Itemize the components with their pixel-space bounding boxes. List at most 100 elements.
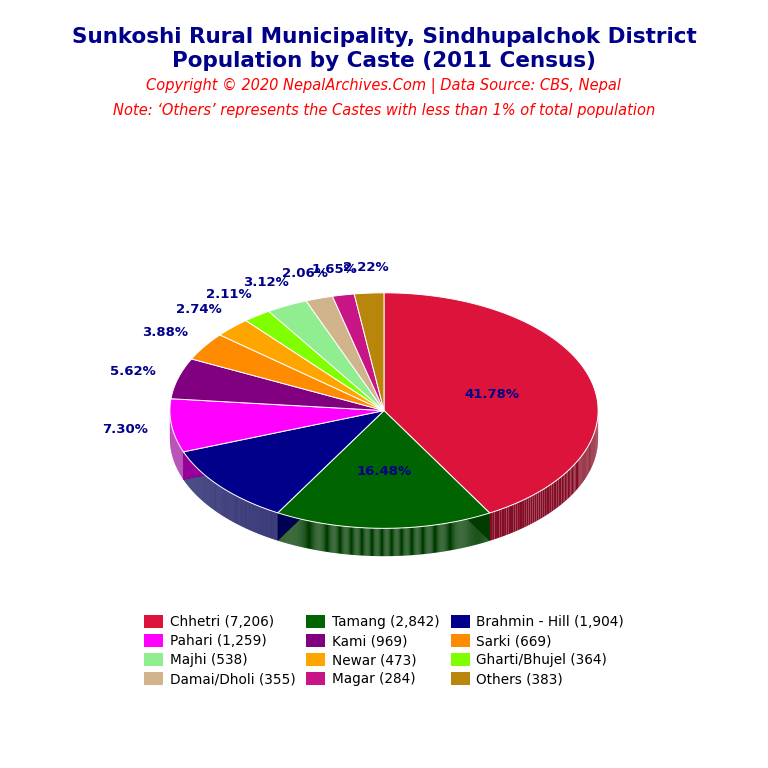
Polygon shape [307, 521, 308, 548]
Polygon shape [391, 528, 392, 556]
Polygon shape [400, 528, 401, 556]
Polygon shape [574, 463, 576, 492]
Polygon shape [586, 449, 587, 478]
Polygon shape [542, 488, 545, 518]
Polygon shape [191, 335, 384, 411]
Polygon shape [285, 515, 286, 543]
Polygon shape [526, 498, 528, 526]
Polygon shape [326, 524, 327, 552]
Polygon shape [419, 527, 420, 554]
Polygon shape [306, 520, 307, 548]
Polygon shape [482, 515, 483, 543]
Polygon shape [278, 411, 384, 541]
Polygon shape [578, 458, 579, 488]
Polygon shape [506, 506, 508, 535]
Polygon shape [384, 528, 386, 556]
Polygon shape [545, 488, 546, 516]
Polygon shape [413, 527, 414, 555]
Polygon shape [431, 525, 432, 553]
Polygon shape [409, 528, 410, 555]
Polygon shape [490, 512, 492, 541]
Polygon shape [450, 522, 451, 551]
Polygon shape [303, 519, 304, 548]
Polygon shape [522, 499, 525, 528]
Polygon shape [555, 480, 557, 509]
Polygon shape [376, 528, 378, 556]
Polygon shape [354, 293, 384, 411]
Polygon shape [471, 518, 472, 546]
Polygon shape [278, 513, 279, 541]
Polygon shape [487, 514, 488, 541]
Polygon shape [568, 470, 569, 499]
Polygon shape [411, 528, 412, 555]
Polygon shape [312, 521, 313, 550]
Polygon shape [564, 472, 566, 502]
Polygon shape [384, 411, 490, 541]
Polygon shape [313, 521, 314, 550]
Polygon shape [553, 482, 555, 511]
Polygon shape [290, 517, 292, 545]
Polygon shape [486, 514, 487, 542]
Text: 3.12%: 3.12% [243, 276, 289, 289]
Polygon shape [354, 527, 356, 555]
Polygon shape [327, 524, 328, 552]
Polygon shape [356, 528, 358, 555]
Polygon shape [548, 485, 550, 514]
Polygon shape [497, 510, 499, 538]
Polygon shape [479, 516, 480, 544]
Text: Population by Caste (2011 Census): Population by Caste (2011 Census) [172, 51, 596, 71]
Text: 2.74%: 2.74% [176, 303, 222, 316]
Polygon shape [394, 528, 396, 556]
Polygon shape [444, 524, 445, 551]
Polygon shape [300, 519, 301, 547]
Polygon shape [464, 520, 465, 548]
Polygon shape [566, 471, 568, 500]
Polygon shape [563, 474, 564, 503]
Polygon shape [418, 527, 419, 554]
Polygon shape [401, 528, 402, 556]
Polygon shape [425, 526, 426, 554]
Polygon shape [515, 502, 518, 531]
Polygon shape [589, 442, 590, 472]
Text: 11.04%: 11.04% [272, 444, 326, 457]
Polygon shape [462, 520, 464, 548]
Polygon shape [379, 528, 380, 556]
Polygon shape [306, 296, 384, 411]
Polygon shape [558, 478, 560, 507]
Polygon shape [402, 528, 403, 556]
Polygon shape [317, 522, 319, 551]
Polygon shape [171, 359, 384, 411]
Polygon shape [412, 528, 413, 555]
Polygon shape [416, 527, 418, 554]
Polygon shape [358, 528, 359, 555]
Polygon shape [329, 525, 330, 552]
Polygon shape [278, 411, 490, 528]
Polygon shape [378, 528, 379, 556]
Text: 41.78%: 41.78% [464, 389, 519, 402]
Polygon shape [296, 518, 298, 546]
Polygon shape [302, 519, 303, 548]
Polygon shape [390, 528, 391, 556]
Polygon shape [359, 528, 361, 555]
Polygon shape [299, 518, 300, 547]
Polygon shape [584, 450, 586, 479]
Polygon shape [338, 525, 339, 554]
Polygon shape [561, 475, 563, 505]
Polygon shape [292, 517, 293, 545]
Polygon shape [550, 484, 551, 513]
Polygon shape [532, 495, 535, 523]
Polygon shape [336, 525, 338, 554]
Polygon shape [436, 525, 437, 553]
Polygon shape [372, 528, 373, 556]
Polygon shape [572, 465, 573, 495]
Polygon shape [319, 523, 320, 551]
Text: 1.65%: 1.65% [312, 263, 357, 276]
Polygon shape [369, 528, 371, 556]
Polygon shape [305, 520, 306, 548]
Polygon shape [333, 525, 335, 553]
Polygon shape [331, 525, 333, 553]
Polygon shape [380, 528, 381, 556]
Polygon shape [513, 504, 515, 532]
Polygon shape [420, 527, 421, 554]
Polygon shape [389, 528, 390, 556]
